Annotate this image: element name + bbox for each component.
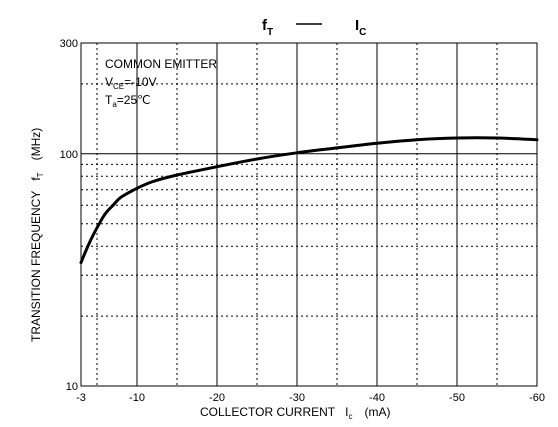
chart-title-right: IC bbox=[355, 17, 366, 38]
grid-major bbox=[81, 43, 537, 386]
plot-frame bbox=[80, 42, 538, 387]
annotation-line1: COMMON EMITTER bbox=[105, 57, 217, 71]
grid-minor bbox=[81, 43, 537, 386]
x-tick-label: -3 bbox=[76, 392, 86, 404]
x-tick-label: -40 bbox=[369, 392, 385, 404]
x-tick-label: -20 bbox=[209, 392, 225, 404]
x-tick-label: -10 bbox=[129, 392, 145, 404]
annotation-line3: Ta=25℃ bbox=[105, 93, 151, 109]
annotation-line2: VCE=-10V bbox=[105, 75, 157, 91]
y-axis-label: TRANSITION FREQUENCYfT(MHz) bbox=[29, 128, 45, 342]
chart-title-left: fT bbox=[262, 17, 273, 38]
x-tick-label: -30 bbox=[289, 392, 305, 404]
y-tick-label: 10 bbox=[66, 381, 78, 393]
x-tick-label: -50 bbox=[449, 392, 465, 404]
y-tick-label: 100 bbox=[60, 149, 78, 161]
series-line bbox=[79, 136, 539, 265]
y-tick-label: 300 bbox=[60, 38, 78, 50]
x-axis-label: COLLECTOR CURRENT Ic (mA) bbox=[200, 405, 390, 421]
x-tick-labels: -3 -10 -20 -30 -40 -50 -60 bbox=[76, 392, 545, 404]
x-tick-label: -60 bbox=[529, 392, 545, 404]
y-tick-labels: 300 100 10 bbox=[60, 38, 78, 393]
